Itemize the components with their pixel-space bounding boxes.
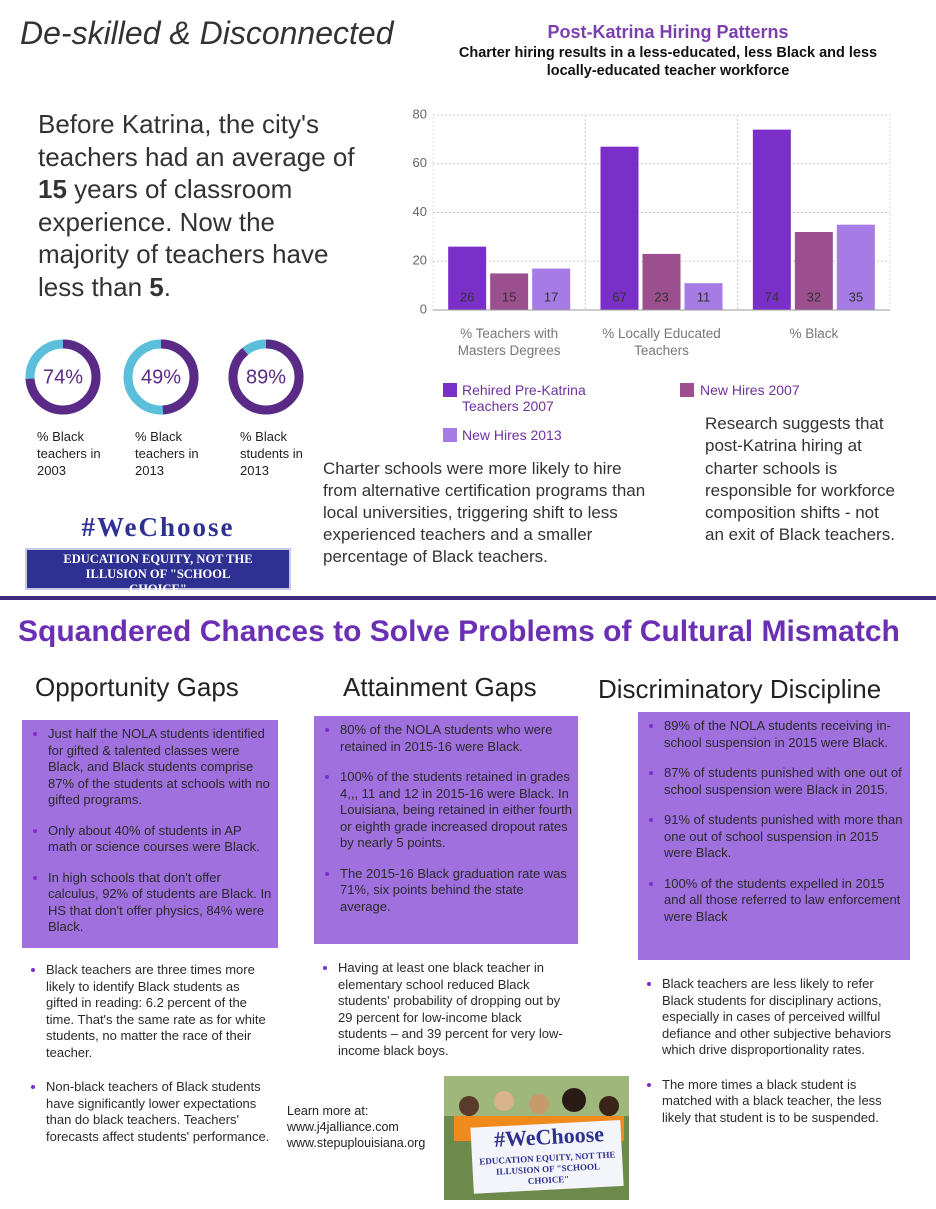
legend-swatch [680,383,694,397]
donut-label: 74% [43,366,83,388]
divider [0,596,936,600]
y-tick-label: 40 [413,204,427,219]
box-item: 89% of the NOLA students receiving in-sc… [664,718,904,751]
box-item: The 2015-16 Black graduation rate was 71… [340,866,572,916]
chart-subtitle: Charter hiring results in a less-educate… [458,45,878,79]
legend-swatch [443,383,457,397]
y-tick-label: 0 [420,301,427,316]
chart-title: Post-Katrina Hiring Patterns [547,22,789,42]
donut-label: 49% [141,366,181,388]
legend-label: New Hires 2007 [700,382,800,398]
highlight-box: 89% of the NOLA students receiving in-sc… [638,712,910,960]
bar [642,253,681,310]
bar-value-label: 26 [460,289,474,304]
note-list: Having at least one black teacher in ele… [314,960,574,1059]
column-notes: Black teachers are three times more like… [22,962,274,1163]
donuts: 74% 49% 89% [25,339,304,415]
donut-arc [123,339,199,415]
bar-value-label: 35 [849,289,863,304]
box-item: 100% of the students expelled in 2015 an… [664,876,904,926]
y-tick-label: 80 [413,106,427,121]
logo-slogan-text: EDUCATION EQUITY, NOT THE ILLUSION OF "S… [63,552,253,596]
bar [684,283,723,310]
learn-more-label: Learn more at: [287,1104,369,1118]
box-list: Just half the NOLA students identified f… [24,726,272,936]
column-heading: Attainment Gaps [343,672,537,702]
highlight-box: Just half the NOLA students identified f… [22,720,278,948]
logo-slogan: EDUCATION EQUITY, NOT THE ILLUSION OF "S… [25,548,291,596]
y-tick-label: 60 [413,155,427,170]
intro-text: Before Katrina, the city's teachers had … [38,109,355,172]
bar [448,246,487,310]
bar [600,146,639,310]
y-tick-label: 20 [413,253,427,268]
bar-value-label: 32 [807,289,821,304]
bar-value-label: 15 [502,289,516,304]
box-list: 89% of the NOLA students receiving in-sc… [640,718,904,925]
legend-swatch [443,428,457,442]
column-heading: Opportunity Gaps [35,672,239,702]
note-item: Having at least one black teacher in ele… [338,960,574,1059]
legend-label: Rehired Pre-Katrina Teachers 2007 [462,382,586,414]
photo [444,1076,629,1200]
note-item: The more times a black student is matche… [662,1077,906,1127]
box-item: 87% of students punished with one out of… [664,765,904,798]
x-tick-label: % Teachers with Masters Degrees [457,326,561,358]
bar [532,268,571,310]
donut-label: 89% [246,366,286,388]
bar [794,232,833,310]
x-tick-label: % Black [789,326,839,341]
highlight-box: 80% of the NOLA students who were retain… [314,716,578,944]
column-heading: Discriminatory Discipline [598,674,882,704]
bar-value-label: 23 [654,289,668,304]
logo-tag: #WeChoose [81,512,235,542]
box-item: Only about 40% of students in AP math or… [48,823,272,856]
donut-caption: % Black students in 2013 [240,429,303,478]
note-item: Black teachers are less likely to refer … [662,976,906,1059]
column-notes: Having at least one black teacher in ele… [314,960,574,1077]
section-title: Squandered Chances to Solve Problems of … [18,615,900,648]
box-item: Just half the NOLA students identified f… [48,726,272,809]
donut-caption: % Black teachers in 2013 [135,429,199,478]
bar-value-label: 17 [544,289,558,304]
intro-text: years of classroom experience. Now the m… [38,174,329,302]
box-item: 91% of students punished with more than … [664,812,904,862]
bar-value-label: 11 [697,289,711,304]
box-item: In high schools that don't offer calculu… [48,870,272,936]
note-list: Black teachers are less likely to refer … [638,976,906,1126]
note-item: Black teachers are three times more like… [46,962,274,1061]
bar-value-label: 74 [765,289,779,304]
donut-arc [25,339,101,415]
note-list: Black teachers are three times more like… [22,962,274,1145]
box-item: 100% of the students retained in grades … [340,769,572,852]
intro: Before Katrina, the city's teachers had … [38,108,358,303]
column-notes: Black teachers are less likely to refer … [638,976,906,1144]
research-caption: Research suggests that post-Katrina hiri… [705,414,895,545]
link[interactable]: www.j4jalliance.com [287,1120,399,1134]
bar [490,273,529,310]
intro-number: 5 [149,271,164,302]
intro-text: . [163,271,171,302]
bar [836,224,875,310]
bar-value-label: 67 [612,289,626,304]
intro-number: 15 [38,174,67,204]
page-title: De-skilled & Disconnected [20,15,394,51]
box-item: 80% of the NOLA students who were retain… [340,722,572,755]
learn-more: Learn more at: www.j4jalliance.com www.s… [287,1103,425,1151]
note-item: Non-black teachers of Black students hav… [46,1079,274,1145]
donut-caption: % Black teachers in 2003 [37,429,101,478]
box-list: 80% of the NOLA students who were retain… [316,722,572,915]
donut-arc [228,339,304,415]
link[interactable]: www.stepuplouisiana.org [287,1136,426,1150]
chart: 0 20 40 60 80 26 67 74 15 23 32 17 11 35 [413,106,891,316]
legend-label: New Hires 2013 [462,427,562,443]
charter-caption: Charter schools were more likely to hire… [323,459,646,566]
x-tick-label: % Locally Educated Teachers [602,326,721,358]
bar [752,129,791,310]
